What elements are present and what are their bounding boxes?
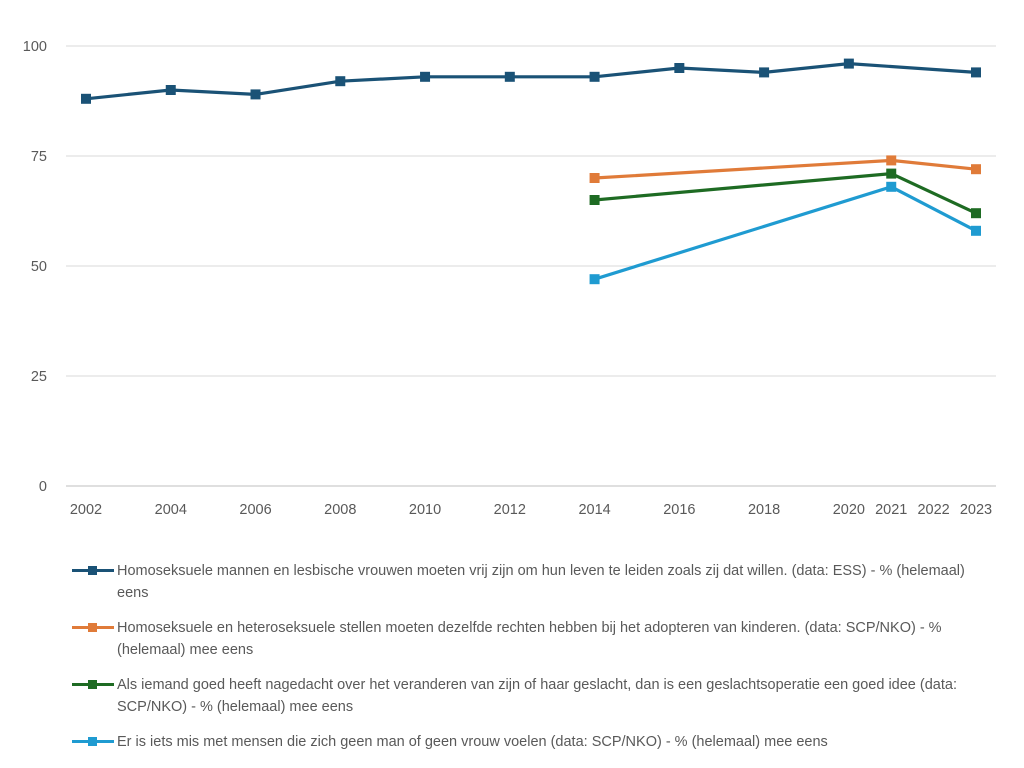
- x-tick-label: 2020: [833, 502, 865, 518]
- series-lines: [81, 58, 981, 285]
- x-axis-ticks: 2002 2004 2006 2008 2010 2012 2014 2016 2018 2020…: [70, 502, 992, 518]
- x-tick-label: 2006: [239, 502, 271, 518]
- x-tick-label: 2022: [917, 502, 949, 518]
- y-tick-label: 100: [23, 39, 47, 55]
- gridlines: [66, 45, 996, 487]
- legend-item-gender-surgery: Als iemand goed heeft nagedacht over het…: [72, 674, 972, 718]
- data-point: [81, 93, 91, 104]
- data-point: [886, 181, 897, 192]
- y-tick-label: 50: [31, 259, 47, 275]
- legend-label: Als iemand goed heeft nagedacht over het…: [117, 677, 957, 715]
- data-point: [165, 85, 176, 95]
- legend: Homoseksuele mannen en lesbische vrouwen…: [72, 560, 972, 766]
- series-1: [81, 58, 981, 104]
- data-point: [335, 76, 346, 87]
- x-tick-label: 2012: [494, 502, 526, 518]
- data-point: [971, 164, 981, 175]
- data-point: [589, 173, 600, 183]
- data-point: [250, 89, 261, 100]
- legend-marker: [88, 680, 97, 689]
- legend-item-ess-freedom: Homoseksuele mannen en lesbische vrouwen…: [72, 560, 972, 604]
- data-point: [886, 168, 897, 179]
- data-point: [886, 155, 897, 166]
- data-point: [589, 71, 600, 82]
- series-4: [589, 181, 981, 285]
- data-point: [674, 63, 685, 73]
- x-tick-label: 2002: [70, 502, 102, 518]
- series-2: [589, 155, 981, 183]
- legend-item-adoption-rights: Homoseksuele en heteroseksuele stellen m…: [72, 617, 972, 661]
- x-tick-label: 2014: [578, 502, 610, 518]
- series-line: [594, 185, 977, 281]
- legend-swatch-ess-freedom: [72, 560, 114, 580]
- legend-label: Er is iets mis met mensen die zich geen …: [117, 734, 828, 750]
- data-point: [971, 225, 981, 236]
- legend-marker: [88, 623, 97, 632]
- y-tick-label: 0: [39, 479, 47, 495]
- data-point: [759, 67, 770, 78]
- legend-swatch-nonbinary: [72, 731, 114, 751]
- legend-swatch-gender-surgery: [72, 674, 114, 694]
- data-point: [971, 67, 981, 78]
- data-point: [504, 71, 515, 82]
- x-tick-label: 2016: [663, 502, 695, 518]
- data-point: [589, 195, 600, 205]
- x-tick-label: 2010: [409, 502, 441, 518]
- y-axis-ticks: 0 25 50 75 100: [23, 39, 47, 495]
- data-point: [589, 274, 600, 285]
- series-line: [85, 61, 977, 101]
- y-tick-label: 25: [31, 369, 47, 385]
- data-point: [971, 208, 981, 219]
- x-tick-label: 2018: [748, 502, 780, 518]
- y-tick-label: 75: [31, 149, 47, 165]
- data-point: [843, 58, 854, 69]
- legend-label: Homoseksuele mannen en lesbische vrouwen…: [117, 563, 965, 601]
- x-tick-label: 2021: [875, 502, 907, 518]
- series-3: [589, 168, 981, 219]
- legend-item-nonbinary: Er is iets mis met mensen die zich geen …: [72, 731, 972, 753]
- x-tick-label: 2008: [324, 502, 356, 518]
- x-tick-label: 2004: [155, 502, 187, 518]
- data-point: [420, 71, 431, 82]
- legend-marker: [88, 737, 97, 746]
- series-line: [594, 158, 977, 180]
- legend-label: Homoseksuele en heteroseksuele stellen m…: [117, 620, 942, 658]
- legend-marker: [88, 566, 97, 575]
- series-line: [594, 172, 977, 215]
- x-tick-label: 2023: [960, 502, 992, 518]
- legend-swatch-adoption-rights: [72, 617, 114, 637]
